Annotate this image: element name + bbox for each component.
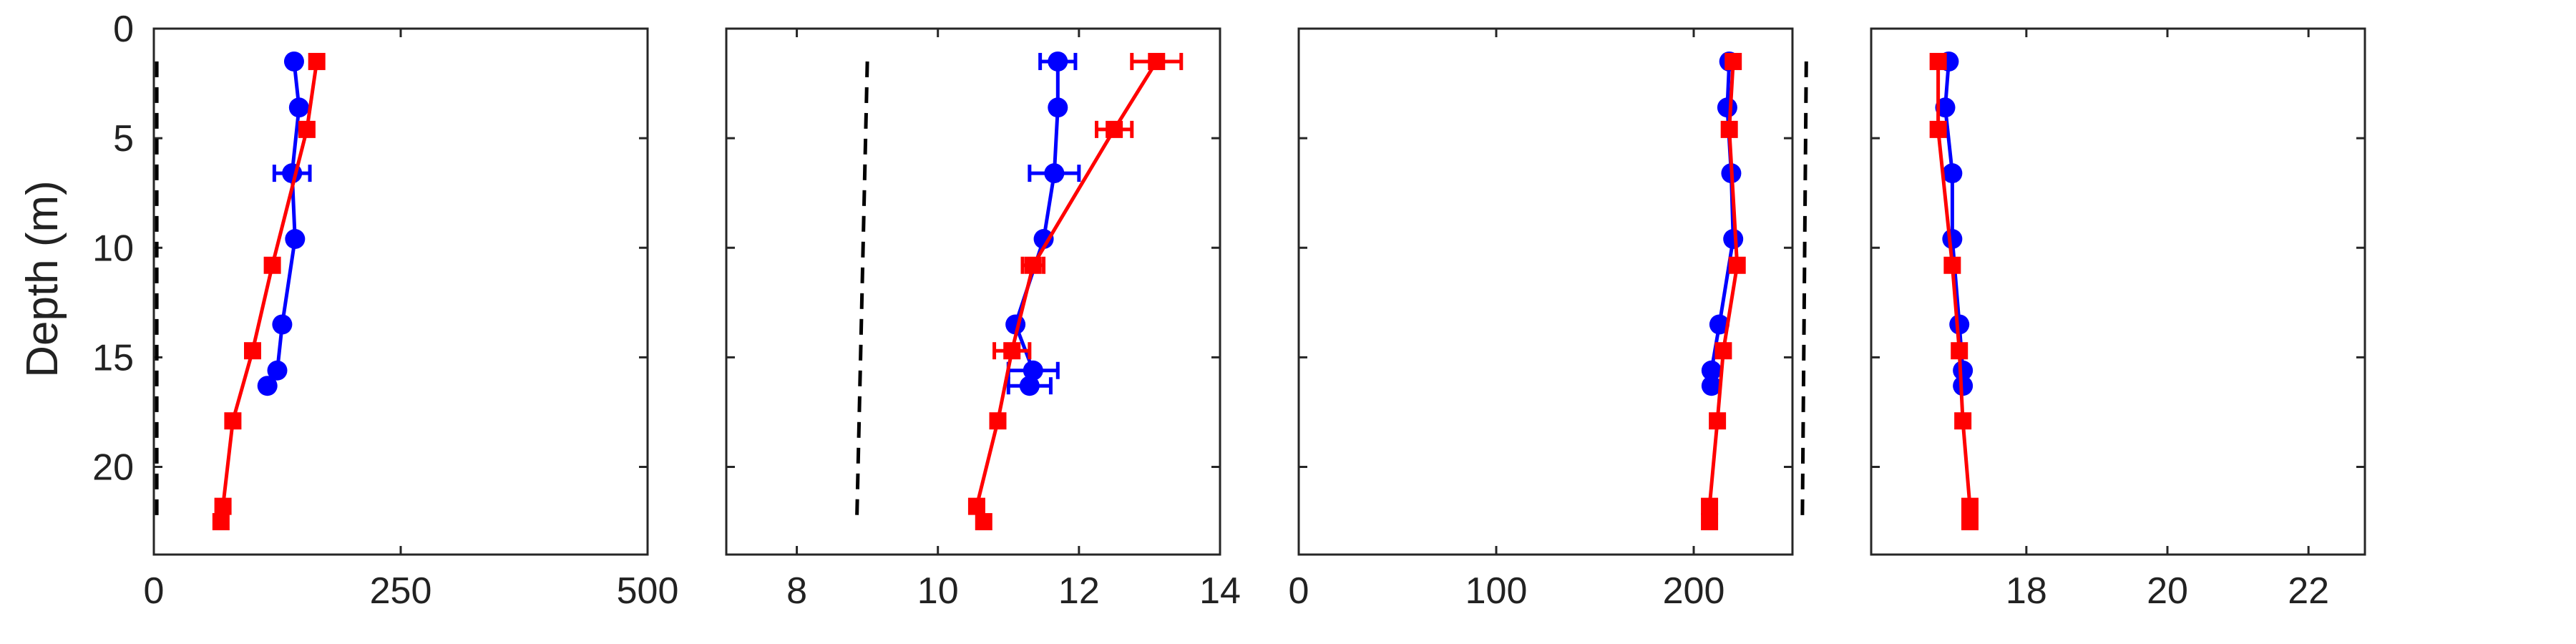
panel-2-frame bbox=[725, 27, 1221, 556]
x-tick-label: 22 bbox=[2288, 570, 2329, 612]
series-2-point bbox=[1961, 513, 1979, 531]
panel-3-frame bbox=[1297, 27, 1794, 556]
series-2-point bbox=[989, 412, 1007, 430]
series-3-line bbox=[1800, 61, 1808, 522]
series-1-point bbox=[1044, 163, 1065, 184]
panel-1: 0 250 500 0 5 10 15 20 bbox=[92, 9, 678, 612]
series-1-point bbox=[1935, 97, 1956, 118]
x-tick-label: 200 bbox=[1663, 570, 1725, 612]
series-2-point bbox=[244, 342, 261, 360]
series-2-point bbox=[1701, 513, 1719, 531]
y-tick-label: 5 bbox=[113, 118, 134, 160]
x-tick-label: 250 bbox=[370, 570, 432, 612]
series-1-point bbox=[1942, 229, 1963, 249]
y-tick-label: 0 bbox=[113, 9, 134, 50]
x-tick-label: 12 bbox=[1058, 570, 1100, 612]
y-tick-label: 10 bbox=[92, 228, 134, 269]
series-2-point bbox=[1148, 52, 1166, 70]
x-tick-label: 20 bbox=[2147, 570, 2188, 612]
series-2-point bbox=[1951, 342, 1968, 360]
series-1-point bbox=[267, 360, 288, 381]
x-tick-label: 10 bbox=[917, 570, 959, 612]
series-1-point bbox=[1717, 97, 1737, 118]
series-2-point bbox=[214, 497, 232, 515]
series-1-point bbox=[1949, 314, 1970, 335]
series-2-point bbox=[1720, 120, 1738, 138]
series-2-point bbox=[298, 120, 316, 138]
series-1-point bbox=[1048, 51, 1068, 72]
series-2-point bbox=[308, 52, 326, 70]
series-2-point bbox=[1714, 342, 1732, 360]
x-tick-label: 100 bbox=[1465, 570, 1528, 612]
panel-2: 8 10 12 14 bbox=[725, 27, 1241, 612]
series-1-point bbox=[1033, 229, 1054, 249]
x-tick-label: 14 bbox=[1199, 570, 1241, 612]
x-tick-label: 500 bbox=[617, 570, 679, 612]
series-2-point bbox=[1961, 497, 1979, 515]
series-2-point bbox=[967, 497, 985, 515]
series-1-point bbox=[257, 376, 278, 396]
y-tick-label: 20 bbox=[92, 447, 134, 489]
series-1-point bbox=[272, 314, 293, 335]
x-tick-label: 8 bbox=[786, 570, 807, 612]
series-1-point bbox=[1048, 97, 1068, 118]
series-2-point bbox=[975, 513, 992, 531]
series-1-point bbox=[1942, 163, 1963, 184]
series-1-point bbox=[1019, 376, 1040, 396]
series-2-point bbox=[1701, 497, 1719, 515]
series-2-point bbox=[1929, 120, 1947, 138]
series-3-line bbox=[854, 61, 869, 522]
series-2-point bbox=[1943, 256, 1961, 274]
series-1-point bbox=[1023, 360, 1043, 381]
panel-3: 0 100 200 bbox=[1289, 27, 1808, 612]
x-tick-label: 0 bbox=[1289, 570, 1309, 612]
series-2-point bbox=[1724, 52, 1742, 70]
series-2-point bbox=[263, 256, 281, 274]
series-2-point bbox=[1003, 342, 1021, 360]
series-1-point bbox=[1709, 314, 1729, 335]
panel-4: 18 20 22 bbox=[1870, 27, 2366, 612]
series-2-point bbox=[1728, 256, 1746, 274]
y-axis-title: Depth (m) bbox=[18, 180, 67, 378]
series-2-point bbox=[1709, 412, 1727, 430]
panel-4-frame bbox=[1870, 27, 2366, 556]
series-1-point bbox=[283, 51, 304, 72]
series-1-point bbox=[1701, 360, 1722, 381]
series-1-point bbox=[1953, 360, 1974, 381]
x-tick-label: 18 bbox=[2006, 570, 2047, 612]
series-2-point bbox=[1954, 412, 1972, 430]
series-1-point bbox=[285, 229, 306, 249]
series-1-point bbox=[1701, 376, 1722, 396]
y-tick-label: 15 bbox=[92, 337, 134, 379]
x-tick-label: 0 bbox=[144, 570, 165, 612]
series-2-point bbox=[1929, 52, 1947, 70]
series-2-point bbox=[1024, 256, 1042, 274]
series-2-point bbox=[224, 412, 242, 430]
series-2-point bbox=[1106, 120, 1123, 138]
series-2-point bbox=[212, 513, 230, 531]
series-1-point bbox=[288, 97, 309, 118]
series-1-point bbox=[1723, 229, 1744, 249]
